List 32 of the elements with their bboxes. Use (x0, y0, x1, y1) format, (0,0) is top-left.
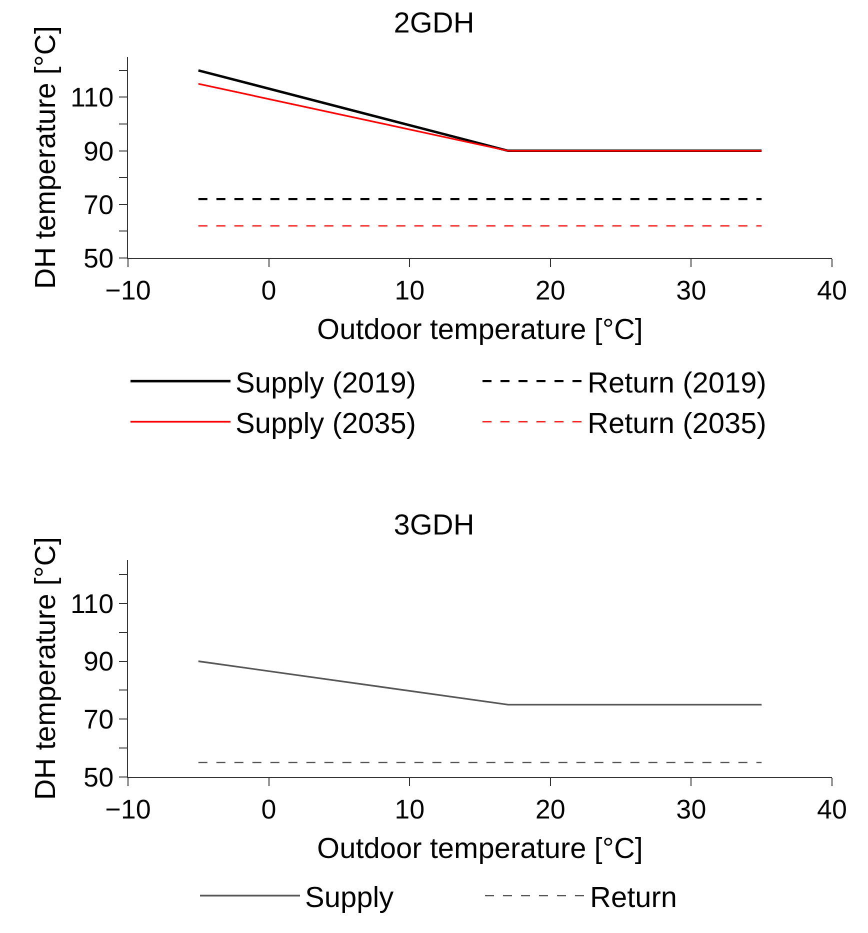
x-axis-title: Outdoor temperature [°C] (317, 314, 643, 346)
y-tick-label: 110 (70, 82, 114, 113)
y-tick-label: 50 (84, 243, 114, 274)
chart-title: 3GDH (394, 509, 474, 542)
x-tick-label: −10 (105, 275, 151, 306)
legend-label: Return (2035) (588, 408, 766, 440)
x-tick-label: 0 (261, 275, 276, 306)
y-tick-label: 70 (84, 190, 114, 220)
x-tick-label: 10 (394, 794, 425, 824)
y-tick-label: 90 (84, 646, 114, 677)
x-tick-label: 0 (261, 794, 276, 824)
x-tick-label: −10 (105, 794, 151, 824)
x-tick-label: 10 (394, 275, 425, 306)
legend-label: Supply (2019) (236, 367, 416, 400)
legend-label: Supply (305, 882, 394, 914)
legend-label: Return (590, 882, 678, 914)
y-tick-label: 110 (70, 588, 114, 619)
x-tick-label: 30 (676, 794, 706, 824)
y-tick-label: 90 (84, 136, 114, 166)
y-axis-title: DH temperature [°C] (30, 26, 62, 290)
x-tick-label: 40 (816, 794, 848, 824)
x-tick-label: 40 (816, 275, 848, 306)
x-tick-label: 20 (535, 275, 566, 306)
legend-label: Supply (2035) (236, 408, 416, 440)
y-axis-title: DH temperature [°C] (30, 536, 62, 800)
chart-title: 2GDH (394, 7, 474, 40)
x-axis-title: Outdoor temperature [°C] (317, 833, 643, 866)
x-tick-label: 30 (676, 275, 706, 306)
y-tick-label: 50 (84, 762, 114, 792)
legend-label: Return (2019) (588, 367, 766, 400)
y-tick-label: 70 (84, 704, 114, 735)
x-tick-label: 20 (535, 794, 566, 824)
